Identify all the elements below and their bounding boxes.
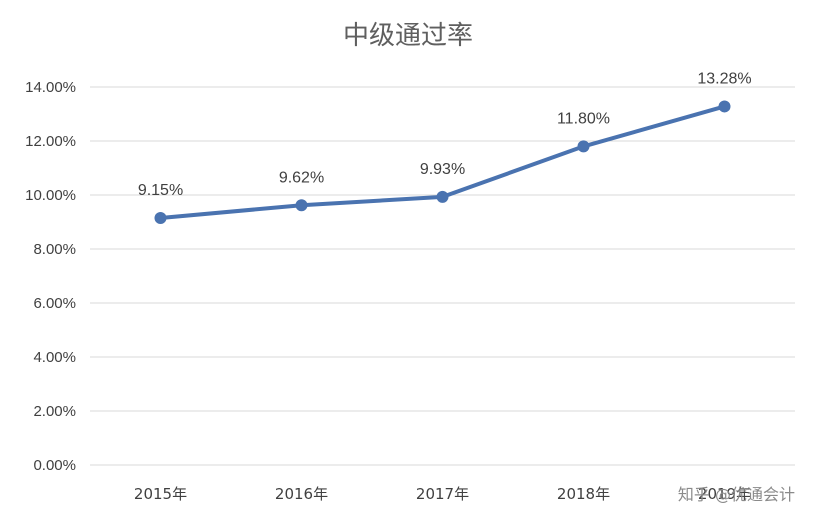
data-point <box>718 100 731 113</box>
y-axis-ticks: 0.00% 2.00% 4.00% 6.00% 8.00% 10.00% 12.00% 14.… <box>25 79 76 474</box>
chart-title: 中级通过率 <box>343 21 473 51</box>
x-tick-label: 2016年 <box>275 485 328 503</box>
y-tick-label: 8.00% <box>33 241 76 258</box>
y-tick-label: 14.00% <box>25 79 76 96</box>
x-tick-label: 2019年 <box>698 485 751 503</box>
data-label: 9.62% <box>279 169 324 186</box>
data-label: 9.15% <box>138 182 183 199</box>
y-tick-label: 12.00% <box>25 133 76 150</box>
data-point <box>154 211 167 224</box>
y-tick-label: 2.00% <box>33 403 76 420</box>
y-tick-label: 0.00% <box>33 457 76 474</box>
gridlines <box>90 86 795 466</box>
x-tick-label: 2015年 <box>134 485 187 503</box>
data-point <box>295 199 308 212</box>
data-label: 9.93% <box>420 161 465 178</box>
series-group: 9.15% 9.62% 9.93% 11.80% 13.28% <box>138 70 752 224</box>
watermark-text: 知乎 @优通会计 <box>678 485 795 504</box>
data-point <box>577 140 590 153</box>
x-tick-label: 2018年 <box>557 485 610 503</box>
x-tick-label: 2017年 <box>416 485 469 503</box>
y-tick-label: 4.00% <box>33 349 76 366</box>
data-label: 11.80% <box>557 110 610 127</box>
data-label: 13.28% <box>697 70 751 87</box>
y-tick-label: 6.00% <box>33 295 76 312</box>
data-point <box>436 190 449 203</box>
y-tick-label: 10.00% <box>25 187 76 204</box>
x-axis-ticks: 2015年 2016年 2017年 2018年 2019年 <box>134 485 751 503</box>
